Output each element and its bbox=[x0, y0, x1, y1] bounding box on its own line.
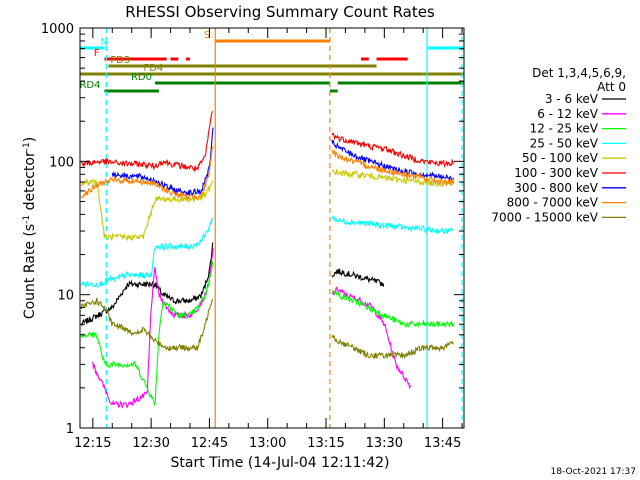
series-line bbox=[80, 297, 214, 353]
y-tick-label: 1 bbox=[66, 422, 74, 437]
series-line bbox=[80, 261, 214, 406]
flag-bar-label: RD4 bbox=[79, 80, 100, 91]
y-axis: 1 10 100 1000 bbox=[41, 22, 464, 437]
legend-label: 50 - 100 keV bbox=[522, 151, 599, 165]
legend-label: 100 - 300 keV bbox=[514, 166, 598, 180]
flag-bar-label: FD4 bbox=[143, 63, 163, 74]
x-tick-label: 12:15 bbox=[74, 436, 111, 451]
x-tick-label: 12:45 bbox=[191, 436, 228, 451]
x-tick-label: 13:15 bbox=[307, 436, 344, 451]
series-line bbox=[331, 139, 455, 183]
series-line bbox=[331, 168, 455, 188]
legend-title-line2: Att 0 bbox=[597, 80, 626, 94]
legend-label: 25 - 50 keV bbox=[530, 136, 599, 150]
series-line bbox=[80, 111, 214, 173]
flag-bar-label: RD0 bbox=[131, 72, 152, 83]
series-line bbox=[92, 248, 214, 409]
series-line bbox=[80, 177, 214, 242]
x-tick-label: 12:30 bbox=[132, 436, 169, 451]
x-tick-label: 13:00 bbox=[249, 436, 286, 451]
series-line bbox=[331, 334, 454, 360]
legend-label: 300 - 800 keV bbox=[514, 181, 598, 195]
x-tick-label: 13:30 bbox=[366, 436, 403, 451]
timestamp: 18-Oct-2021 17:37 bbox=[551, 467, 636, 477]
y-axis-title: Count Rate (s-1 detector-1) bbox=[22, 137, 38, 319]
flag-bar-label: F bbox=[94, 48, 100, 59]
legend-label: 800 - 7000 keV bbox=[507, 196, 599, 210]
legend-label: 12 - 25 keV bbox=[530, 122, 599, 136]
legend-label: 3 - 6 keV bbox=[545, 92, 599, 106]
y-tick-label: 10 bbox=[57, 289, 74, 304]
y-tick-label: 1000 bbox=[41, 22, 74, 37]
legend-title-line1: Det 1,3,4,5,6,9, bbox=[532, 66, 626, 80]
x-axis-title: Start Time (14-Jul-04 12:11:42) bbox=[170, 455, 389, 471]
series-line bbox=[331, 215, 454, 235]
series-line bbox=[331, 149, 455, 187]
chart-title: RHESSI Observing Summary Count Rates bbox=[125, 3, 435, 21]
series-line bbox=[80, 216, 214, 288]
y-axis-title-lead: Count Rate (s bbox=[22, 224, 38, 319]
flag-bar-label: S bbox=[204, 30, 210, 41]
series-line bbox=[331, 286, 412, 390]
series-line bbox=[331, 268, 385, 287]
flag-bar-label: FD3 bbox=[110, 55, 130, 66]
series-line bbox=[111, 127, 214, 197]
legend-label: 6 - 12 keV bbox=[537, 107, 599, 121]
legend-label: 7000 - 15000 keV bbox=[491, 210, 598, 224]
series-line bbox=[331, 132, 455, 168]
series-lines bbox=[80, 111, 455, 409]
y-axis-title-end: ) bbox=[22, 137, 38, 142]
y-axis-title-mid: detector bbox=[22, 151, 38, 215]
series-line bbox=[80, 146, 214, 201]
series-line bbox=[331, 290, 455, 329]
y-tick-label: 100 bbox=[49, 155, 74, 170]
y-axis-title-exp1: -1 bbox=[22, 215, 32, 224]
series-line bbox=[80, 242, 214, 327]
flag-bar-label: N bbox=[100, 37, 107, 48]
plot-frame bbox=[79, 27, 465, 429]
x-tick-label: 13:45 bbox=[424, 436, 461, 451]
y-axis-title-exp2: -1 bbox=[22, 142, 32, 151]
x-axis: 12:15 12:30 12:45 13:00 13:15 13:30 13:45 bbox=[74, 28, 463, 451]
